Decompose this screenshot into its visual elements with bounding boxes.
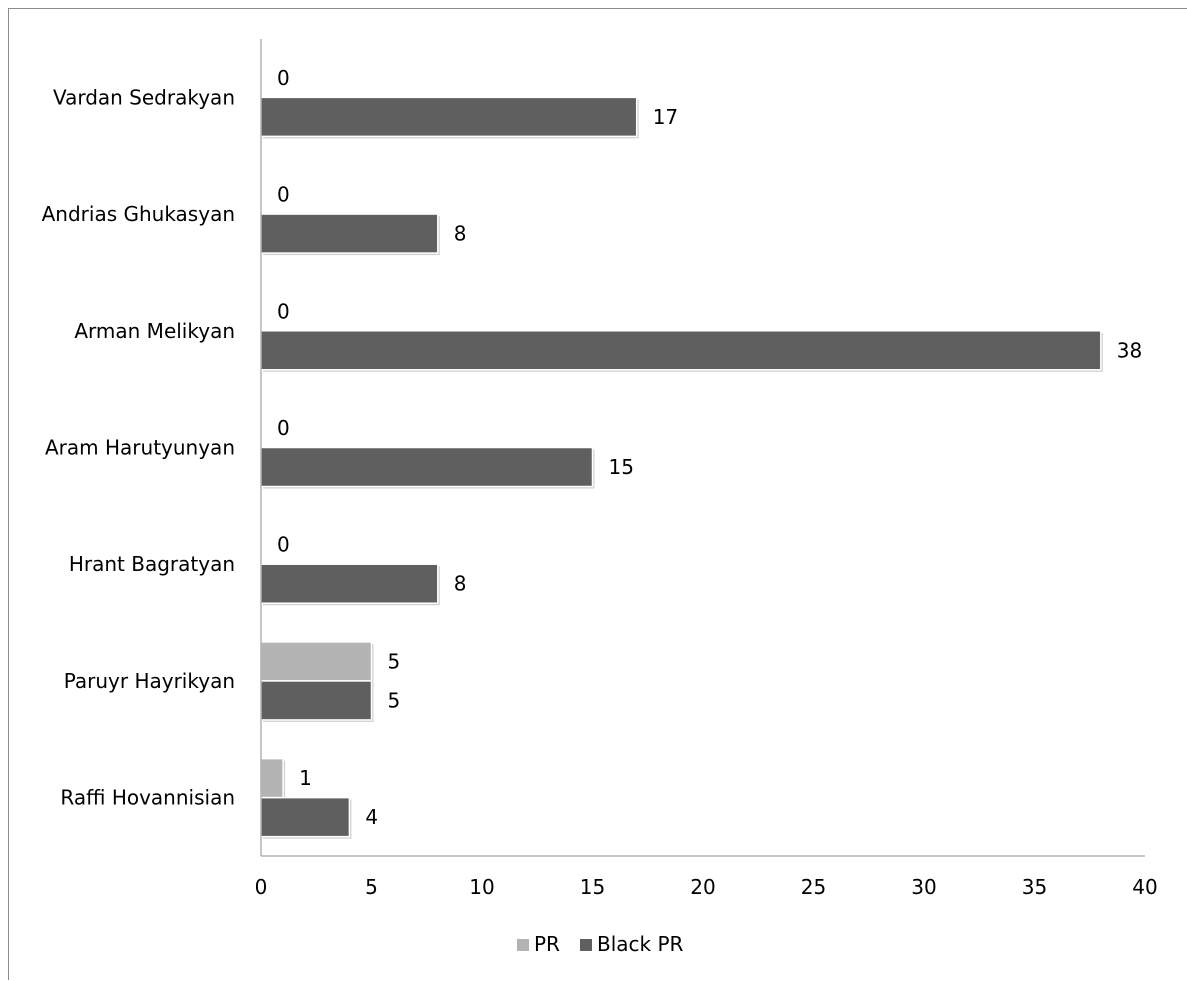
data-label: 0 — [277, 183, 290, 207]
bar-black-pr — [260, 330, 1102, 371]
data-label: 8 — [454, 222, 467, 246]
data-label: 38 — [1117, 338, 1142, 362]
legend-label: Black PR — [597, 932, 684, 956]
bar-pr — [260, 757, 284, 799]
legend: PR Black PR — [517, 932, 684, 956]
category-label: Hrant Bagratyan — [69, 552, 235, 576]
x-tick-label: 0 — [255, 875, 268, 899]
x-tick-label: 25 — [801, 875, 826, 899]
data-label: 8 — [454, 572, 467, 596]
x-tick-label: 30 — [911, 875, 936, 899]
axes-layer — [260, 39, 1145, 857]
category-label: Vardan Sedrakyan — [53, 85, 235, 109]
x-tick-label: 5 — [365, 875, 378, 899]
category-label: Arman Melikyan — [74, 319, 235, 343]
x-tick-label: 35 — [1022, 875, 1047, 899]
category-label: Andrias Ghukasyan — [42, 202, 235, 226]
data-label: 5 — [388, 688, 401, 712]
data-label: 0 — [277, 299, 290, 323]
bar-pr — [260, 641, 373, 682]
bar-black-pr — [260, 96, 638, 138]
labels-layer: 0 17 Vardan Sedrakyan 0 8 Andrias Ghukasyan 0 3… — [42, 66, 1158, 899]
category-label: Paruyr Hayrikyan — [64, 669, 235, 693]
chart-frame: 0 17 Vardan Sedrakyan 0 8 Andrias Ghukasyan 0 3… — [8, 8, 1187, 980]
bar-black-pr — [260, 563, 439, 604]
bar-black-pr — [260, 796, 351, 838]
data-label: 15 — [609, 455, 634, 479]
legend-label: PR — [534, 932, 560, 956]
x-tick-label: 20 — [690, 875, 715, 899]
data-label: 17 — [653, 105, 678, 129]
data-label: 0 — [277, 66, 290, 90]
bar-chart: 0 17 Vardan Sedrakyan 0 8 Andrias Ghukasyan 0 3… — [42, 39, 1158, 956]
data-label: 0 — [277, 416, 290, 440]
data-label: 0 — [277, 533, 290, 557]
data-label: 4 — [365, 805, 378, 829]
bar-black-pr — [260, 446, 594, 488]
data-label: 5 — [388, 649, 401, 673]
x-tick-label: 15 — [580, 875, 605, 899]
legend-swatch — [517, 939, 529, 951]
x-tick-label: 40 — [1132, 875, 1157, 899]
bars-layer — [260, 96, 1103, 839]
x-tick-label: 10 — [469, 875, 494, 899]
legend-swatch — [580, 939, 592, 951]
bar-black-pr — [260, 680, 373, 721]
category-label: Aram Harutyunyan — [45, 436, 235, 460]
bar-black-pr — [260, 213, 439, 254]
category-label: Raffi Hovannisian — [60, 786, 235, 810]
data-label: 1 — [299, 766, 312, 790]
